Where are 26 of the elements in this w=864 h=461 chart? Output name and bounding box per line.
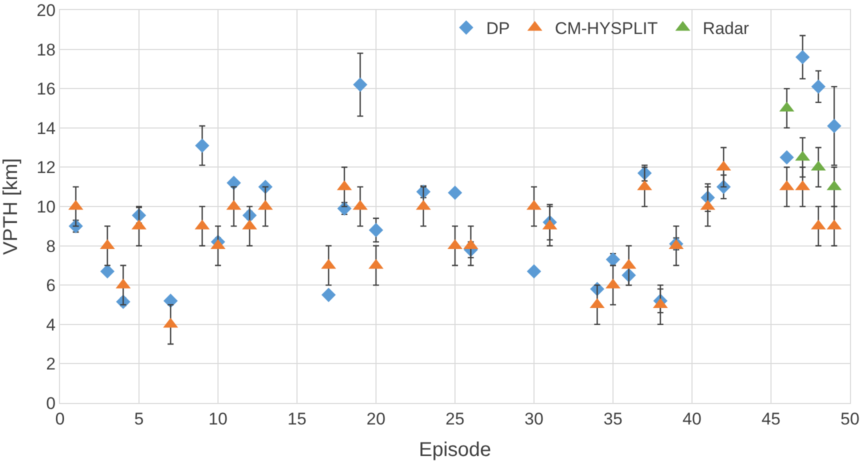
x-axis-title: Episode — [418, 439, 492, 461]
legend-label: CM-HYSPLIT — [554, 19, 658, 38]
y-tick-label: 16 — [36, 80, 56, 99]
y-tick-label: 4 — [46, 315, 56, 334]
x-tick-label: 5 — [134, 409, 144, 428]
y-tick-label: 14 — [36, 118, 56, 138]
x-tick-label: 35 — [604, 409, 622, 428]
x-tick-label: 20 — [366, 409, 386, 428]
y-tick-label: 8 — [46, 236, 56, 256]
x-tick-label: 30 — [524, 409, 544, 428]
legend-label: Radar — [702, 19, 750, 38]
y-tick-label: 2 — [46, 354, 56, 374]
y-tick-label: 12 — [36, 158, 56, 178]
x-tick-label: 50 — [840, 409, 860, 428]
y-tick-label: 20 — [36, 0, 56, 20]
y-tick-label: 0 — [46, 394, 56, 413]
y-tick-label: 10 — [36, 197, 56, 216]
y-axis-title: VPTH [km] — [0, 158, 22, 255]
x-tick-label: 15 — [288, 409, 306, 428]
x-tick-label: 40 — [682, 409, 702, 428]
y-tick-label: 6 — [46, 276, 56, 296]
x-tick-label: 10 — [208, 409, 228, 428]
x-tick-label: 25 — [446, 409, 464, 428]
legend-label: DP — [486, 19, 510, 38]
x-tick-label: 45 — [762, 409, 780, 428]
y-tick-label: 18 — [36, 40, 56, 60]
